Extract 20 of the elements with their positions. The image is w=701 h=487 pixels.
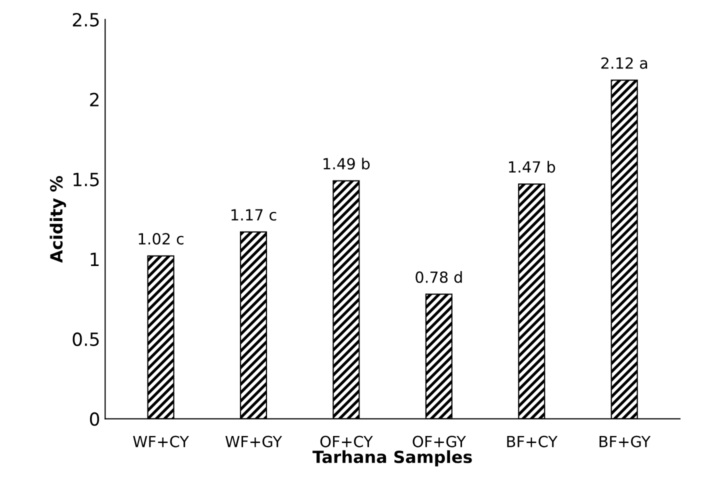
data-label: 0.78 d — [416, 271, 462, 283]
y-tick-label: 1.5 — [74, 172, 99, 186]
data-label: 1.17 c — [232, 209, 276, 221]
x-tick-label: OF+CY — [320, 436, 373, 448]
x-tick-label: BF+CY — [507, 436, 558, 448]
x-tick-label: WF+CY — [133, 436, 190, 448]
data-label: 1.02 c — [138, 233, 184, 245]
x-tick-label: OF+GY — [412, 436, 466, 448]
data-label: 1.47 b — [509, 160, 556, 173]
x-axis-title: Tarhana Samples — [312, 450, 472, 466]
data-label: 2.12 a — [601, 57, 648, 69]
y-tick-label: 2 — [90, 92, 98, 106]
y-tick-label: 1 — [90, 252, 99, 266]
data-label: 1.49 b — [324, 158, 370, 170]
y-axis-title: Acidity % — [50, 176, 66, 263]
y-tick-label: 0.5 — [72, 332, 99, 346]
x-tick-label: BF+GY — [600, 436, 651, 448]
y-tick-label: 2.5 — [72, 12, 99, 27]
x-tick-label: WF+GY — [225, 436, 282, 448]
y-tick-label: 0 — [90, 412, 100, 426]
